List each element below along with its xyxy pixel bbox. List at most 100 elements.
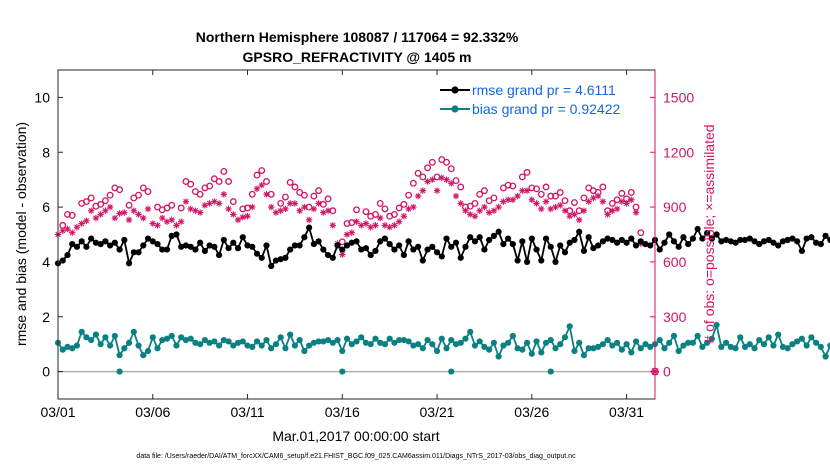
rmse-point [732, 239, 739, 246]
rmse-point [343, 242, 351, 249]
bias-point [756, 336, 763, 344]
bias-point [400, 336, 407, 344]
obs-possible-marker [433, 173, 441, 181]
bias-point [102, 334, 109, 341]
obs-possible-marker [424, 164, 432, 172]
bias-point [287, 331, 294, 338]
bias-point [775, 331, 782, 338]
x-tick-label: 03/16 [325, 404, 360, 420]
rmse-point [239, 234, 246, 241]
legend-bias-label: bias grand pr = 0.92422 [472, 101, 620, 117]
obs-possible-marker [542, 183, 550, 191]
bias-point [760, 341, 768, 348]
obs-assimilated-marker [557, 202, 564, 209]
obs-assimilated-marker [561, 207, 569, 214]
bias-point [149, 334, 156, 341]
bias-point [433, 347, 441, 355]
bias-point [116, 352, 123, 359]
rmse-point [500, 240, 507, 248]
rmse-point [263, 242, 270, 249]
rmse-point [462, 243, 469, 250]
rmse-point [182, 242, 190, 249]
rmse-point [689, 235, 697, 242]
rmse-point [348, 239, 355, 246]
obs-assimilated-marker [571, 211, 578, 218]
obs-possible-marker [135, 191, 142, 199]
rmse-point [125, 260, 133, 267]
bias-point [178, 334, 185, 341]
rmse-point [722, 236, 730, 244]
bias-point [182, 336, 190, 344]
bias-point [500, 342, 507, 349]
obs-possible-marker [220, 167, 228, 175]
rmse-point [542, 235, 550, 242]
obs-assimilated-marker [372, 222, 379, 229]
bias-point [168, 332, 175, 340]
obs-assimilated-marker [163, 218, 171, 225]
rmse-point [656, 246, 663, 253]
bias-point [405, 338, 412, 345]
obs-assimilated-marker [452, 192, 460, 200]
obs-possible-marker [362, 208, 370, 216]
bias-point [514, 345, 521, 352]
obs-assimilated-marker [69, 229, 76, 236]
obs-assimilated-marker [196, 209, 204, 216]
rmse-point [358, 246, 365, 253]
obs-possible-marker [580, 194, 588, 202]
bias-point [334, 336, 341, 344]
bias-point [585, 345, 592, 352]
bias-point [476, 338, 483, 345]
rmse-point [528, 235, 535, 242]
rmse-point [197, 239, 204, 246]
obs-assimilated-marker [253, 185, 261, 193]
obs-assimilated-marker [514, 192, 521, 200]
obs-possible-marker [390, 210, 398, 218]
bias-point [609, 342, 616, 349]
obs-possible-marker [405, 191, 413, 199]
obs-possible-marker [480, 187, 488, 195]
legend-rmse-label: rmse grand pr = 4.6111 [472, 82, 616, 98]
bias-point [732, 345, 739, 352]
rmse-point [410, 246, 417, 253]
rmse-point [642, 240, 649, 248]
bias-point [590, 345, 597, 352]
obs-possible-marker [253, 171, 261, 179]
bias-point [263, 336, 270, 344]
obs-assimilated-marker [168, 216, 175, 224]
obs-possible-marker [101, 197, 109, 205]
bias-point [481, 343, 488, 351]
bias-point [699, 343, 706, 351]
obs-assimilated-marker [268, 203, 275, 211]
bias-point [557, 341, 564, 348]
bias-point [192, 339, 199, 346]
bias-point [315, 338, 322, 345]
bias-point [343, 335, 351, 342]
obs-assimilated-marker [220, 191, 228, 198]
rmse-point [467, 234, 474, 241]
bias-point [552, 345, 559, 352]
bias-point [163, 335, 171, 342]
obs-assimilated-marker [476, 207, 483, 214]
rmse-point [320, 246, 327, 253]
bias-point [391, 339, 398, 346]
rmse-point [424, 246, 431, 253]
rmse-point [623, 239, 630, 246]
bias-point [306, 342, 313, 349]
rmse-point [789, 235, 796, 242]
bias-point [78, 328, 85, 335]
obs-assimilated-marker [329, 222, 337, 229]
y-tick-label: 6 [42, 199, 50, 215]
rmse-point [225, 245, 232, 252]
bias-point [680, 342, 687, 349]
bias-point [277, 334, 284, 341]
bias-point [666, 339, 673, 346]
bias-point [448, 336, 455, 344]
rmse-point [429, 243, 436, 250]
obs-possible-marker [490, 194, 498, 202]
bias-point [704, 339, 711, 346]
rmse-point [817, 240, 824, 248]
rmse-point [88, 235, 95, 242]
rmse-point [353, 238, 360, 245]
bias-point [429, 341, 436, 348]
bias-point [561, 334, 569, 341]
